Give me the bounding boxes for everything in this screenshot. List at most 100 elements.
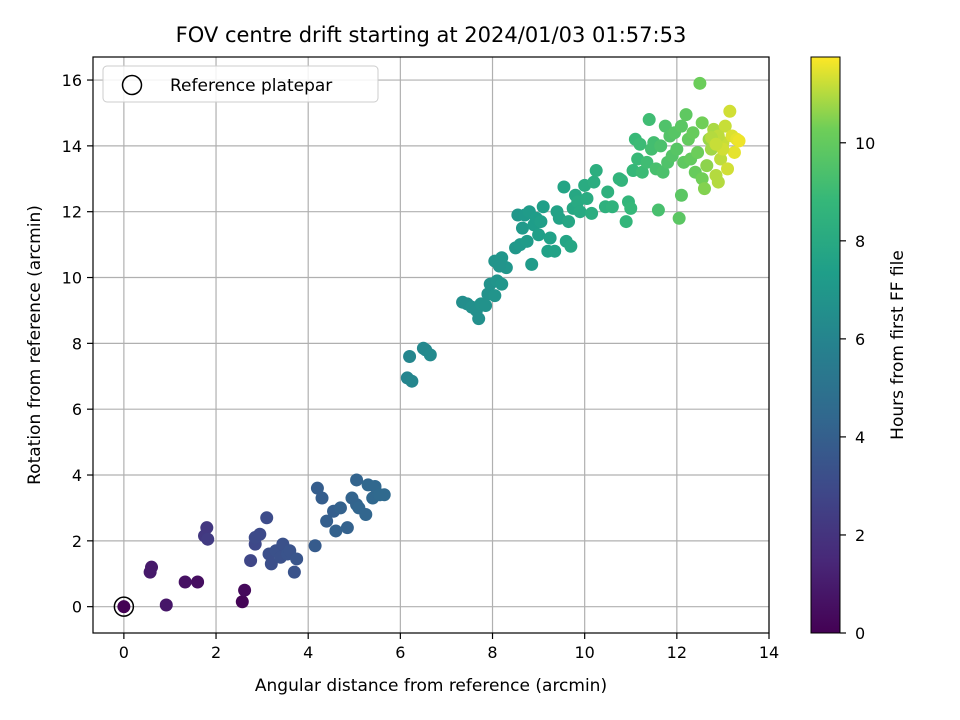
data-point <box>543 231 557 245</box>
data-point <box>534 215 548 229</box>
data-point <box>718 119 732 133</box>
reference-marker <box>113 596 135 617</box>
data-point <box>654 139 668 153</box>
data-point <box>178 575 192 589</box>
data-point <box>315 491 329 505</box>
data-point <box>350 473 364 487</box>
data-point <box>238 583 252 597</box>
y-tick-label: 0 <box>72 598 82 617</box>
data-point <box>635 165 649 179</box>
data-point <box>670 142 684 156</box>
data-point <box>605 200 619 214</box>
data-point <box>580 192 594 206</box>
y-tick-label: 14 <box>62 137 82 156</box>
data-point <box>656 165 670 179</box>
colorbar-tick-label: 0 <box>855 624 865 643</box>
data-point <box>525 257 539 271</box>
chart-title: FOV centre drift starting at 2024/01/03 … <box>176 23 687 47</box>
data-point <box>405 374 419 388</box>
y-tick-label: 8 <box>72 334 82 353</box>
data-point <box>340 521 354 535</box>
data-point <box>642 113 656 127</box>
colorbar-tick-label: 6 <box>855 330 865 349</box>
data-point <box>333 501 347 515</box>
colorbar-tick-label: 10 <box>855 134 875 153</box>
data-point <box>633 137 647 151</box>
colorbar-ticks: 0 2 4 6 8 10 <box>840 134 875 643</box>
data-point <box>589 164 603 178</box>
data-point <box>587 175 601 189</box>
legend: Reference platepar <box>102 65 379 103</box>
data-point <box>479 299 493 313</box>
data-point <box>697 182 711 196</box>
data-point <box>423 348 437 362</box>
data-point <box>686 126 700 140</box>
data-point <box>308 539 322 553</box>
data-point <box>287 565 301 579</box>
data-point <box>679 108 693 122</box>
colorbar: 0 2 4 6 8 10 Hours from first FF file <box>810 56 908 643</box>
data-point <box>495 277 509 291</box>
data-point <box>200 521 214 535</box>
data-point <box>573 205 587 219</box>
data-point <box>145 560 159 574</box>
data-point <box>601 185 615 199</box>
data-point <box>562 215 576 229</box>
x-tick-label: 14 <box>759 643 779 662</box>
data-point <box>201 532 215 546</box>
colorbar-tick-label: 8 <box>855 232 865 251</box>
y-tick-label: 2 <box>72 532 82 551</box>
x-tick-label: 10 <box>574 643 594 662</box>
data-point <box>492 259 506 273</box>
data-point <box>674 119 688 133</box>
data-point <box>723 104 737 118</box>
y-tick-label: 6 <box>72 400 82 419</box>
legend-label: Reference platepar <box>170 76 332 96</box>
data-point <box>674 188 688 202</box>
data-point <box>557 180 571 194</box>
data-point <box>403 350 417 364</box>
y-axis-ticks: 0 2 4 6 8 10 12 14 16 <box>62 71 93 617</box>
y-tick-label: 16 <box>62 71 82 90</box>
x-tick-label: 8 <box>487 643 497 662</box>
data-point <box>700 159 714 173</box>
data-point <box>329 524 343 538</box>
data-point <box>488 289 502 303</box>
data-point <box>721 162 735 176</box>
data-point <box>624 201 638 215</box>
data-point <box>711 175 725 189</box>
x-axis-label: Angular distance from reference (arcmin) <box>255 676 607 696</box>
data-point <box>564 239 578 253</box>
y-axis-label: Rotation from reference (arcmin) <box>25 205 45 485</box>
data-point <box>714 152 728 166</box>
y-tick-label: 4 <box>72 466 82 485</box>
y-tick-label: 12 <box>62 203 82 222</box>
data-point <box>695 116 709 130</box>
data-point <box>658 119 672 133</box>
x-tick-label: 2 <box>211 643 221 662</box>
data-point <box>732 134 746 148</box>
data-point <box>191 575 205 589</box>
data-point <box>548 244 562 258</box>
legend-marker <box>121 74 143 96</box>
grid-lines <box>93 57 770 633</box>
data-point <box>377 488 391 502</box>
data-point <box>727 145 741 159</box>
data-point <box>619 215 633 229</box>
data-point <box>709 137 723 151</box>
plot-frame <box>92 56 770 634</box>
y-tick-label: 10 <box>62 269 82 288</box>
colorbar-gradient <box>810 56 841 634</box>
x-tick-label: 4 <box>303 643 313 662</box>
legend-box <box>102 65 379 103</box>
data-point <box>691 145 705 159</box>
x-tick-label: 12 <box>667 643 687 662</box>
data-point <box>695 172 709 186</box>
data-point <box>290 552 304 566</box>
data-point <box>472 312 486 326</box>
colorbar-label: Hours from first FF file <box>888 250 908 440</box>
data-points <box>117 76 746 614</box>
data-point <box>515 221 529 235</box>
data-point <box>235 595 249 609</box>
x-tick-label: 0 <box>119 643 129 662</box>
